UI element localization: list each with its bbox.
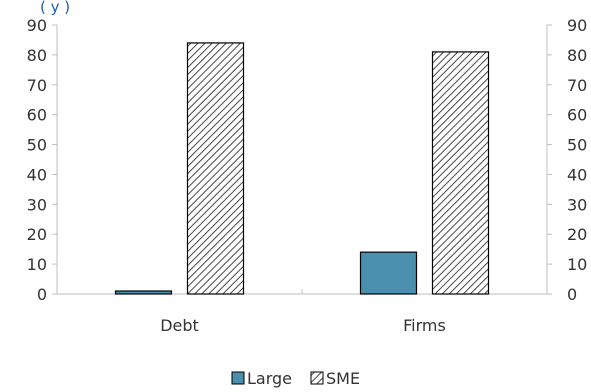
- y-tick-label-left: 60: [27, 106, 47, 125]
- y-tick-label-left: 10: [27, 255, 47, 274]
- bars: [114, 42, 490, 295]
- y-tick-label-right: 60: [567, 106, 587, 125]
- y-tick-label-right: 50: [567, 136, 587, 155]
- legend: Large SME: [231, 369, 360, 388]
- y-tick-label-left: 30: [27, 195, 47, 214]
- y-tick-label-left: 90: [27, 16, 47, 35]
- y-tick-label-left: 80: [27, 46, 47, 65]
- legend-label-large: Large: [247, 369, 292, 388]
- bar-large-debt: [114, 290, 173, 295]
- legend-label-sme: SME: [326, 369, 360, 388]
- y-tick-label-right: 0: [567, 285, 577, 304]
- y-tick-label-right: 70: [567, 76, 587, 95]
- y-tick-label-right: 10: [567, 255, 587, 274]
- y-tick-label-left: 0: [37, 285, 47, 304]
- chart-subtitle: ( y ): [40, 0, 70, 16]
- axes: 0 0 10 10 20 20 30 30 40 40 50 50 60 60 70 70 80 80 90 90 De…: [27, 16, 588, 335]
- y-tick-label-right: 80: [567, 46, 587, 65]
- x-category-label: Debt: [160, 316, 199, 335]
- y-tick-label-right: 20: [567, 225, 587, 244]
- bar-large-firms: [359, 251, 418, 295]
- y-tick-label-left: 40: [27, 165, 47, 184]
- y-tick-label-right: 40: [567, 165, 587, 184]
- bar-sme-debt: [186, 42, 245, 295]
- y-tick-label-right: 30: [567, 195, 587, 214]
- bar-sme-firms: [431, 51, 490, 295]
- legend-swatch-large: [231, 371, 245, 385]
- x-category-label: Firms: [403, 316, 446, 335]
- legend-swatch-sme: [310, 371, 324, 385]
- y-tick-label-left: 70: [27, 76, 47, 95]
- y-tick-label-left: 50: [27, 136, 47, 155]
- y-tick-label-left: 20: [27, 225, 47, 244]
- y-tick-label-right: 90: [567, 16, 587, 35]
